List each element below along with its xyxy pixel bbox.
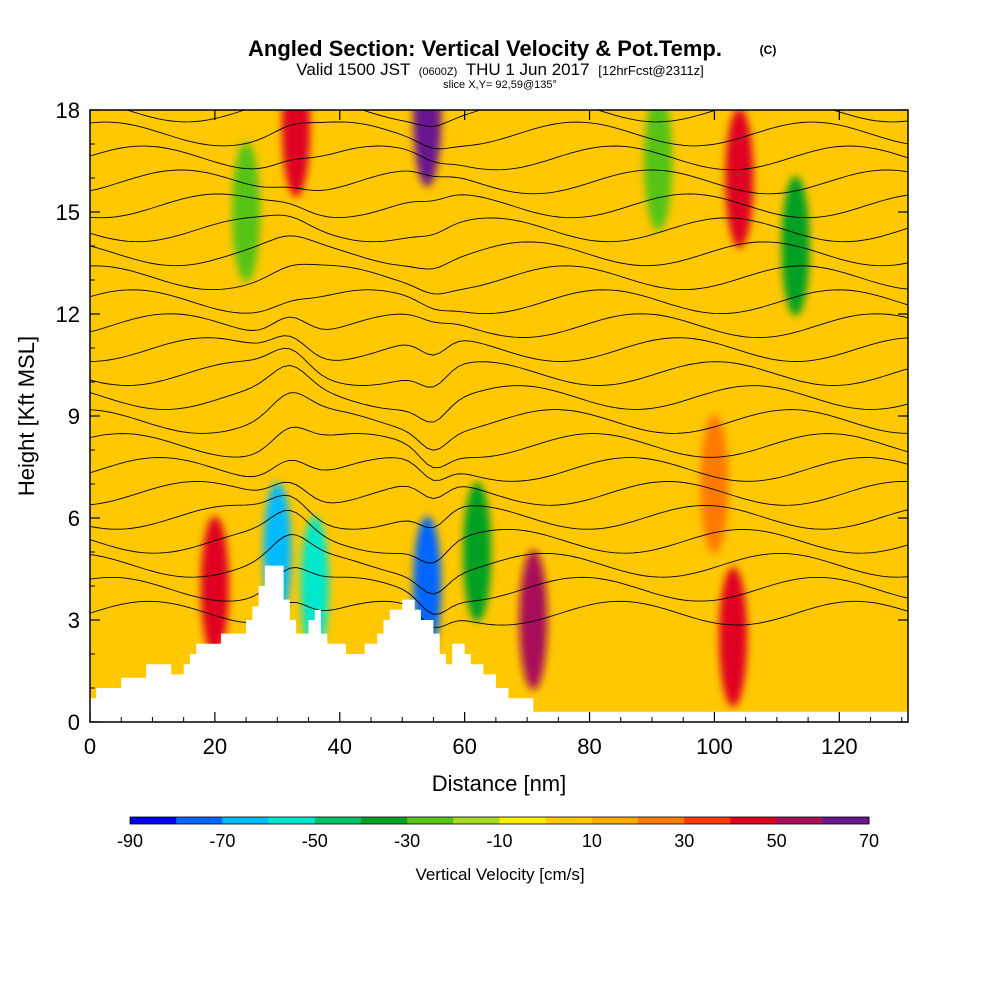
colorbar-swatch xyxy=(453,817,500,824)
y-axis-title: Height [Kft MSL] xyxy=(14,336,39,496)
colorbar-tick-label: 50 xyxy=(767,831,787,851)
chart-title-suffix: (C) xyxy=(760,43,777,57)
colorbar-swatch xyxy=(314,817,362,824)
colorbar-swatch xyxy=(222,817,270,824)
colorbar-swatch xyxy=(499,817,547,824)
theta-contour xyxy=(90,509,908,564)
theta-contour xyxy=(90,347,908,388)
colorbar-swatch xyxy=(730,817,778,824)
colorbar-tick-label: -70 xyxy=(209,831,235,851)
theta-contour xyxy=(90,289,908,315)
colorbar-swatch xyxy=(638,817,685,824)
colorbar-tick-label: 10 xyxy=(582,831,602,851)
chart-title: Angled Section: Vertical Velocity & Pot.… xyxy=(248,36,722,61)
theta-contour xyxy=(90,534,908,595)
velocity-cell xyxy=(700,414,729,554)
y-tick-label: 18 xyxy=(56,98,80,123)
x-tick-label: 60 xyxy=(452,734,476,759)
x-tick-label: 120 xyxy=(821,734,858,759)
velocity-cell xyxy=(463,482,492,622)
x-axis: 0 20 40 60 80 100 120 xyxy=(84,110,903,759)
colorbar-swatch xyxy=(822,817,870,824)
theta-contour xyxy=(90,193,908,219)
velocity-cell xyxy=(644,110,673,231)
plot-area xyxy=(90,110,908,722)
theta-contour xyxy=(90,457,908,482)
x-axis-title: Distance [nm] xyxy=(432,771,567,796)
x-tick-label: 40 xyxy=(328,734,352,759)
theta-contour xyxy=(90,392,908,451)
colorbar-frame xyxy=(129,816,870,825)
chart-valid-line: Valid 1500 JST (0600Z) THU 1 Jun 2017 [1… xyxy=(296,60,703,79)
velocity-cell xyxy=(519,550,548,690)
y-axis: 0 3 6 9 12 15 18 xyxy=(56,98,908,735)
theta-contour xyxy=(90,145,908,171)
valid-date: THU 1 Jun 2017 xyxy=(466,60,590,79)
velocity-cell xyxy=(282,110,311,197)
x-tick-label: 20 xyxy=(203,734,227,759)
colorbar-tick-label: 30 xyxy=(674,831,694,851)
theta-contour xyxy=(90,567,908,615)
colorbar-swatch xyxy=(407,817,454,824)
colorbar-swatch xyxy=(591,817,639,824)
velocity-cell xyxy=(232,142,261,282)
theta-contour xyxy=(90,335,908,362)
colorbar-tick-label: -30 xyxy=(394,831,420,851)
forecast-tag: [12hrFcst@2311z] xyxy=(598,63,703,78)
x-tick-label: 80 xyxy=(577,734,601,759)
colorbar-tick-label: -10 xyxy=(486,831,512,851)
theta-contour xyxy=(90,235,908,270)
colorbar-swatch xyxy=(360,817,408,824)
colorbar-tick-label: 70 xyxy=(859,831,879,851)
theta-contour xyxy=(90,365,908,423)
colorbar-swatch xyxy=(176,817,223,824)
theta-contour xyxy=(90,214,908,243)
velocity-cell xyxy=(719,567,748,707)
slice-label: slice X,Y= 92,59@135° xyxy=(443,79,557,91)
theta-contour xyxy=(90,169,908,195)
velocity-cell xyxy=(300,516,329,656)
colorbar-swatch xyxy=(268,817,316,824)
y-tick-label: 3 xyxy=(68,608,80,633)
theta-contour xyxy=(125,110,908,127)
x-tick-label: 0 xyxy=(84,734,96,759)
x-tick-label: 100 xyxy=(696,734,733,759)
theta-contour xyxy=(90,426,908,469)
y-tick-label: 9 xyxy=(68,404,80,429)
colorbar-tick-label: -90 xyxy=(117,831,143,851)
colorbar: -90 -70 -50 -30 -10 10 30 50 70 xyxy=(117,816,879,851)
y-tick-label: 12 xyxy=(56,302,80,327)
theta-contour xyxy=(90,481,908,506)
valid-z: (0600Z) xyxy=(419,66,458,78)
theta-contour xyxy=(90,313,908,339)
colorbar-swatch xyxy=(130,817,177,824)
colorbar-title: Vertical Velocity [cm/s] xyxy=(415,865,584,884)
terrain-mask xyxy=(90,565,908,722)
theta-contour xyxy=(90,494,908,530)
valid-prefix: Valid 1500 JST xyxy=(296,60,410,79)
theta-contour xyxy=(90,600,908,628)
theta-contour xyxy=(90,263,908,295)
y-tick-label: 0 xyxy=(68,710,80,735)
velocity-cell xyxy=(413,110,442,187)
y-tick-label: 6 xyxy=(68,506,80,531)
colorbar-swatch xyxy=(684,817,731,824)
y-tick-label: 15 xyxy=(56,200,80,225)
colorbar-swatch xyxy=(776,817,824,824)
velocity-cell xyxy=(725,110,754,248)
velocity-cell xyxy=(200,516,229,656)
colorbar-swatch xyxy=(545,817,593,824)
velocity-field xyxy=(200,110,810,707)
colorbar-tick-label: -50 xyxy=(302,831,328,851)
theta-contour xyxy=(90,121,908,150)
pot-temp-contours xyxy=(90,110,908,628)
